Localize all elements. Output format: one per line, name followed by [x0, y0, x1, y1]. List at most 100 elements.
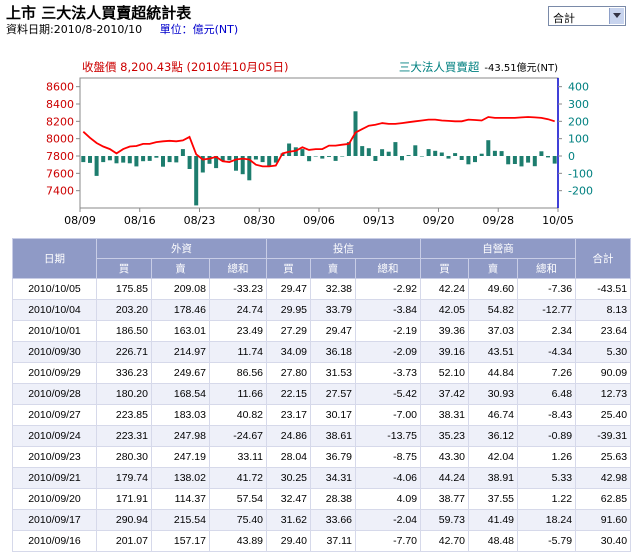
cell-foreign-buy: 201.07 — [96, 530, 152, 552]
y-right-tick-label: 100 — [568, 133, 589, 146]
bar — [539, 151, 544, 156]
cell-date: 2010/09/27 — [12, 404, 97, 426]
table-row: 2010/09/21 179.74 138.02 41.72 30.25 34.31 -4.… — [12, 467, 632, 489]
cell-trust-net: 4.09 — [355, 488, 422, 510]
cell-date: 2010/09/30 — [12, 341, 97, 363]
x-tick-label: 08/09 — [64, 214, 96, 227]
x-tick-label: 09/13 — [363, 214, 395, 227]
cell-dealer-sell: 44.84 — [468, 362, 519, 384]
bar — [287, 143, 292, 156]
cell-dealer-sell: 37.03 — [468, 320, 519, 342]
cell-dealer-sell: 30.93 — [468, 383, 519, 405]
cell-trust-net: -2.92 — [355, 278, 422, 300]
y-right-tick-label: 400 — [568, 81, 589, 94]
bar — [552, 156, 557, 164]
cell-date: 2010/09/17 — [12, 509, 97, 531]
bar — [393, 142, 398, 156]
cell-foreign-net: 43.89 — [208, 530, 268, 552]
bar — [506, 156, 511, 165]
cell-dealer-buy: 39.36 — [420, 320, 470, 342]
bar — [220, 156, 225, 161]
cell-foreign-sell: 138.02 — [151, 467, 210, 489]
cell-date: 2010/09/29 — [12, 362, 97, 384]
cell-trust-buy: 29.47 — [266, 278, 312, 300]
cell-trust-sell: 32.38 — [310, 278, 357, 300]
chart-legend-net: 三大法人買賣超 -43.51億元(NT) — [399, 60, 558, 74]
x-tick-label: 10/05 — [542, 214, 574, 227]
cell-foreign-buy: 175.85 — [96, 278, 152, 300]
bar — [214, 156, 219, 169]
y-left-tick-label: 8200 — [46, 115, 74, 128]
cell-foreign-net: 33.11 — [208, 446, 268, 468]
bar — [512, 156, 517, 164]
cell-trust-net: -2.04 — [355, 509, 422, 531]
cell-foreign-buy: 336.23 — [96, 362, 152, 384]
cell-total: 90.09 — [575, 362, 632, 384]
table-row: 2010/10/04 203.20 178.46 24.74 29.95 33.79 -3.… — [12, 299, 632, 321]
cell-dealer-buy: 38.77 — [420, 488, 470, 510]
bar — [174, 156, 179, 163]
cell-trust-sell: 36.79 — [310, 446, 357, 468]
bar — [161, 156, 165, 167]
cell-dealer-net: -0.89 — [517, 425, 577, 447]
x-tick-label: 08/30 — [243, 214, 275, 227]
cell-foreign-net: 57.54 — [208, 488, 268, 510]
cell-total: 23.64 — [575, 320, 632, 342]
y-right-tick-label: -200 — [568, 185, 593, 198]
bar — [360, 146, 365, 156]
cell-date: 2010/09/16 — [12, 530, 97, 552]
cell-total: 91.60 — [575, 509, 632, 531]
bar — [546, 156, 550, 158]
cell-foreign-net: 24.74 — [208, 299, 268, 321]
cell-trust-sell: 28.38 — [310, 488, 357, 510]
header-trust: 投信 — [266, 238, 422, 259]
page-title: 上市 三大法人買賣超統計表 — [6, 4, 192, 22]
institutional-trading-table: 日期 外資 投信 自營商 合計 買賣總和買賣總和買賣總和 2010/10/05 1… — [12, 238, 632, 552]
cell-trust-sell: 27.57 — [310, 383, 357, 405]
cell-total: 5.30 — [575, 341, 632, 363]
cell-foreign-net: 41.72 — [208, 467, 268, 489]
cell-foreign-sell: 214.97 — [151, 341, 210, 363]
cell-trust-net: -4.06 — [355, 467, 422, 489]
cell-total: 25.40 — [575, 404, 632, 426]
x-tick-label: 09/28 — [482, 214, 514, 227]
cell-foreign-buy: 223.85 — [96, 404, 152, 426]
cell-trust-buy: 29.40 — [266, 530, 312, 552]
unit-label: 單位：億元(NT) — [159, 23, 239, 36]
bar — [88, 156, 92, 163]
dropdown-arrow-icon[interactable] — [609, 8, 624, 24]
cell-total: -39.31 — [575, 425, 632, 447]
bar — [473, 156, 477, 163]
bar — [273, 156, 278, 163]
header-dealer-buy: 買 — [420, 258, 470, 279]
bar — [141, 156, 146, 162]
bar — [114, 156, 119, 164]
cell-dealer-buy: 37.42 — [420, 383, 470, 405]
cell-dealer-net: -7.36 — [517, 278, 577, 300]
table-row: 2010/09/28 180.20 168.54 11.66 22.15 27.57 -5.… — [12, 383, 632, 405]
cell-date: 2010/10/05 — [12, 278, 97, 300]
bar — [167, 156, 172, 163]
cell-dealer-buy: 42.70 — [420, 530, 470, 552]
category-select[interactable]: 合計 — [548, 6, 626, 26]
cell-dealer-sell: 41.49 — [468, 509, 519, 531]
cell-dealer-sell: 42.04 — [468, 446, 519, 468]
cell-foreign-net: 40.82 — [208, 404, 268, 426]
bar — [260, 156, 265, 163]
cell-foreign-net: -33.23 — [208, 278, 268, 300]
bar — [147, 156, 152, 161]
bar — [406, 155, 411, 156]
bar — [453, 153, 458, 156]
cell-dealer-net: -12.77 — [517, 299, 577, 321]
y-left-tick-label: 7800 — [46, 150, 74, 163]
cell-foreign-sell: 157.17 — [151, 530, 210, 552]
y-right-tick-label: -100 — [568, 167, 593, 180]
cell-dealer-net: 2.34 — [517, 320, 577, 342]
cell-dealer-buy: 38.31 — [420, 404, 470, 426]
cell-trust-sell: 30.17 — [310, 404, 357, 426]
bar — [267, 156, 272, 166]
cell-dealer-sell: 46.74 — [468, 404, 519, 426]
cell-trust-net: -3.84 — [355, 299, 422, 321]
cell-trust-net: -7.00 — [355, 404, 422, 426]
cell-foreign-buy: 180.20 — [96, 383, 152, 405]
